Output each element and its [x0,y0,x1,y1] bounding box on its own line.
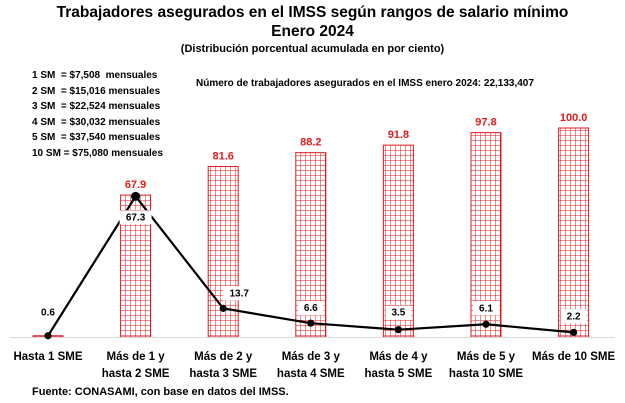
line-value-label: 6.1 [479,303,493,314]
workers-note: Número de trabajadores asegurados en el … [196,78,534,89]
category-label: hasta 2 SME [102,368,170,380]
line-value-label: 6.6 [304,303,318,314]
line-point [394,326,402,334]
category-label: hasta 10 SME [449,368,523,380]
line-value-label: 2.2 [567,311,581,322]
line-value-label: 13.7 [229,288,249,299]
category-label: hasta 4 SME [277,368,345,380]
category-label: Más de 4 y [369,351,428,363]
salary-legend: 1 SM = $7,508 mensuales 2 SM = $15,016 m… [32,68,163,162]
category-label: Más de 2 y [194,351,253,363]
bar-value-label: 81.6 [212,150,233,162]
line-point [307,319,315,327]
line-point [219,304,227,312]
line-label-bg [297,301,324,316]
bar-value-label: 67.9 [125,179,146,191]
chart-subtitle-2: (Distribución porcentual acumulada en po… [180,43,445,55]
category-label: hasta 5 SME [365,368,433,380]
line-label-bg [385,305,412,320]
line-label-bg [560,309,587,324]
legend-line: 5 SM = $37,540 mensuales [32,132,161,144]
category-label: Más de 3 y [282,351,341,363]
line-label-bg [223,286,256,301]
legend-line: 1 SM = $7,508 mensuales [32,70,158,81]
line-point [131,191,141,201]
category-label: Más de 10 SME [532,351,615,363]
legend-line: 3 SM = $22,524 mensuales [32,101,161,113]
line-point [44,332,52,340]
line-value-label: 0.6 [41,308,55,319]
line-point [482,320,490,328]
chart-title: Trabajadores asegurados en el IMSS según… [56,4,569,21]
source-note: Fuente: CONASAMI, con base en datos del … [32,386,289,398]
line-value-label: 67.3 [126,212,146,223]
chart-subtitle: Enero 2024 [271,23,354,40]
category-label: Más de 5 y [457,351,516,363]
legend-line: 2 SM = $15,016 mensuales [32,85,161,97]
category-label: hasta 3 SME [189,368,257,380]
bar-value-label: 88.2 [300,137,321,149]
legend-line: 10 SM = $75,080 mensuales [32,147,163,159]
line-value-label: 3.5 [391,308,405,319]
line-label-bg [473,301,499,316]
legend-line: 4 SM = $30,032 mensuales [32,116,161,128]
category-label: Hasta 1 SME [13,351,82,363]
line-label-bg [119,210,152,225]
bar [558,127,590,338]
category-label: Más de 1 y [107,351,166,363]
line-point [570,328,578,337]
bar-value-label: 97.8 [475,117,496,129]
bar-value-label: 91.8 [388,129,409,141]
bar [382,144,414,338]
bar-value-label: 100.0 [560,112,588,124]
